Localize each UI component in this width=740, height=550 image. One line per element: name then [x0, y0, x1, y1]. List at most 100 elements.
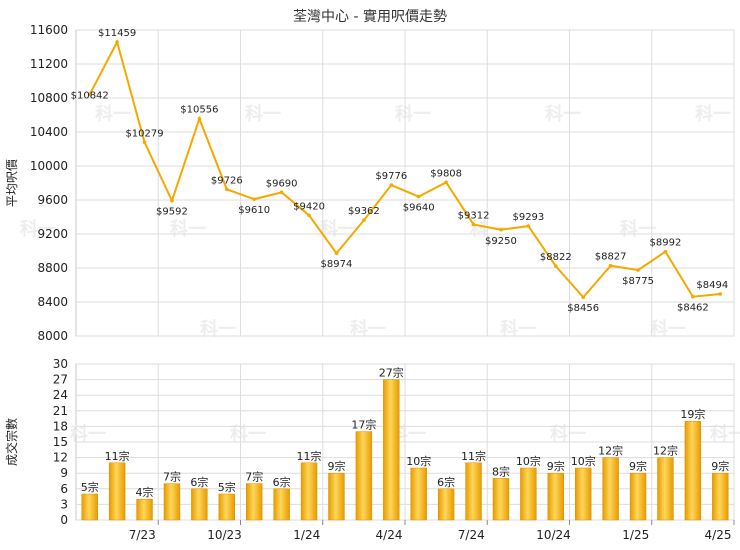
- price-point: [334, 251, 339, 256]
- y-axis-label: 平均呎價: [5, 159, 19, 207]
- volume-data-label: 9宗: [711, 459, 729, 473]
- volume-bar: [684, 420, 702, 521]
- price-data-label: $10842: [71, 90, 109, 101]
- x-tick-label: 10/23: [207, 528, 242, 542]
- volume-data-label: 11宗: [297, 449, 322, 463]
- price-data-label: $8992: [650, 238, 682, 249]
- price-point: [526, 224, 531, 228]
- volume-data-label: 9宗: [327, 459, 345, 473]
- y-axis-label: 成交宗數: [4, 418, 19, 466]
- y-tick-label: 21: [53, 404, 68, 418]
- price-point: [608, 263, 613, 268]
- price-data-label: $8827: [595, 252, 627, 263]
- price-point: [170, 198, 174, 203]
- price-data-label: $9293: [512, 212, 544, 223]
- volume-bar: [575, 467, 592, 521]
- watermark: 科一: [545, 103, 581, 125]
- price-point: [416, 194, 421, 199]
- price-line-panel: 科一科一科一科一科一科一科一科一科一科一科一科一科一科一科一8000840088…: [5, 23, 735, 343]
- y-tick-label: 10000: [30, 159, 68, 173]
- volume-bar: [136, 498, 153, 521]
- price-data-label: $9420: [293, 201, 325, 212]
- watermark: 科一: [245, 103, 281, 125]
- price-data-label: $9592: [156, 207, 188, 218]
- volume-bar: [547, 472, 564, 521]
- watermark: 科一: [500, 318, 536, 340]
- price-point: [691, 294, 695, 299]
- y-tick-label: 11200: [30, 57, 68, 71]
- x-tick-label: 7/24: [458, 528, 485, 542]
- volume-data-label: 17宗: [351, 418, 376, 432]
- price-data-label: $9726: [211, 175, 243, 186]
- volume-bar: [218, 493, 235, 521]
- volume-data-label: 7宗: [245, 470, 263, 484]
- watermark: 科一: [350, 318, 386, 340]
- price-point: [444, 180, 448, 185]
- x-tick-label: 1/24: [293, 528, 320, 542]
- price-data-label: $11459: [98, 28, 136, 39]
- price-data-label: $9312: [458, 210, 490, 221]
- y-tick-label: 0: [60, 513, 68, 527]
- volume-data-label: 6宗: [437, 475, 455, 489]
- volume-bar: [328, 472, 345, 521]
- volume-bar: [712, 472, 729, 521]
- price-data-label: $9250: [485, 236, 517, 247]
- price-data-label: $9808: [430, 168, 462, 179]
- price-point: [87, 92, 92, 97]
- watermark: 科一: [650, 318, 686, 340]
- price-series-line: [88, 39, 721, 299]
- price-point: [362, 218, 366, 223]
- x-tick-label: 4/24: [376, 528, 403, 542]
- y-tick-label: 27: [53, 373, 68, 387]
- y-tick-label: 8000: [37, 329, 68, 343]
- price-data-label: $8974: [321, 259, 353, 270]
- price-data-label: $9776: [375, 171, 407, 182]
- volume-bar: [465, 462, 482, 521]
- volume-bar: [163, 483, 181, 521]
- volume-data-label: 6宗: [190, 475, 208, 489]
- volume-bar: [437, 488, 455, 521]
- watermark: 科一: [200, 318, 236, 340]
- y-tick-label: 15: [53, 435, 68, 449]
- price-point: [636, 268, 640, 272]
- price-point: [499, 227, 503, 232]
- volume-bar: [629, 472, 647, 521]
- volume-data-label: 9宗: [547, 459, 565, 473]
- volume-bar: [657, 457, 674, 521]
- price-data-label: $8822: [540, 252, 572, 263]
- price-point: [471, 222, 476, 227]
- watermark: 科一: [710, 423, 740, 445]
- volume-data-label: 19宗: [680, 407, 705, 421]
- volume-data-label: 5宗: [218, 480, 236, 494]
- price-data-label: $8456: [567, 303, 599, 314]
- volume-bar: [81, 493, 98, 521]
- price-data-label: $8494: [696, 280, 728, 291]
- volume-bar: [300, 462, 318, 521]
- y-tick-label: 8800: [37, 261, 68, 275]
- price-data-label: $9362: [348, 206, 380, 217]
- y-tick-label: 24: [53, 388, 68, 402]
- price-data-label: $10279: [125, 128, 163, 139]
- x-tick-label: 1/25: [622, 528, 649, 542]
- volume-bar: [383, 379, 400, 521]
- price-data-label: $9690: [266, 178, 298, 189]
- y-tick-label: 6: [60, 482, 68, 496]
- volume-bar: [602, 457, 619, 521]
- price-point: [252, 197, 257, 201]
- volume-bar: [492, 478, 510, 521]
- x-tick-label: 10/24: [536, 528, 571, 542]
- watermark: 科一: [70, 423, 106, 445]
- volume-bar: [410, 467, 427, 521]
- watermark: 科一: [20, 218, 56, 240]
- x-tick-label: 4/25: [705, 528, 732, 542]
- y-tick-label: 11600: [30, 23, 68, 37]
- volume-data-label: 12宗: [653, 444, 678, 458]
- x-tick-label: 7/23: [129, 528, 156, 542]
- y-tick-label: 10400: [30, 125, 68, 139]
- watermark: 科一: [695, 103, 731, 125]
- y-tick-label: 30: [53, 357, 68, 371]
- chart-title: 荃灣中心 - 實用呎價走勢: [293, 8, 447, 25]
- volume-data-label: 8宗: [492, 464, 510, 478]
- price-point: [142, 140, 147, 145]
